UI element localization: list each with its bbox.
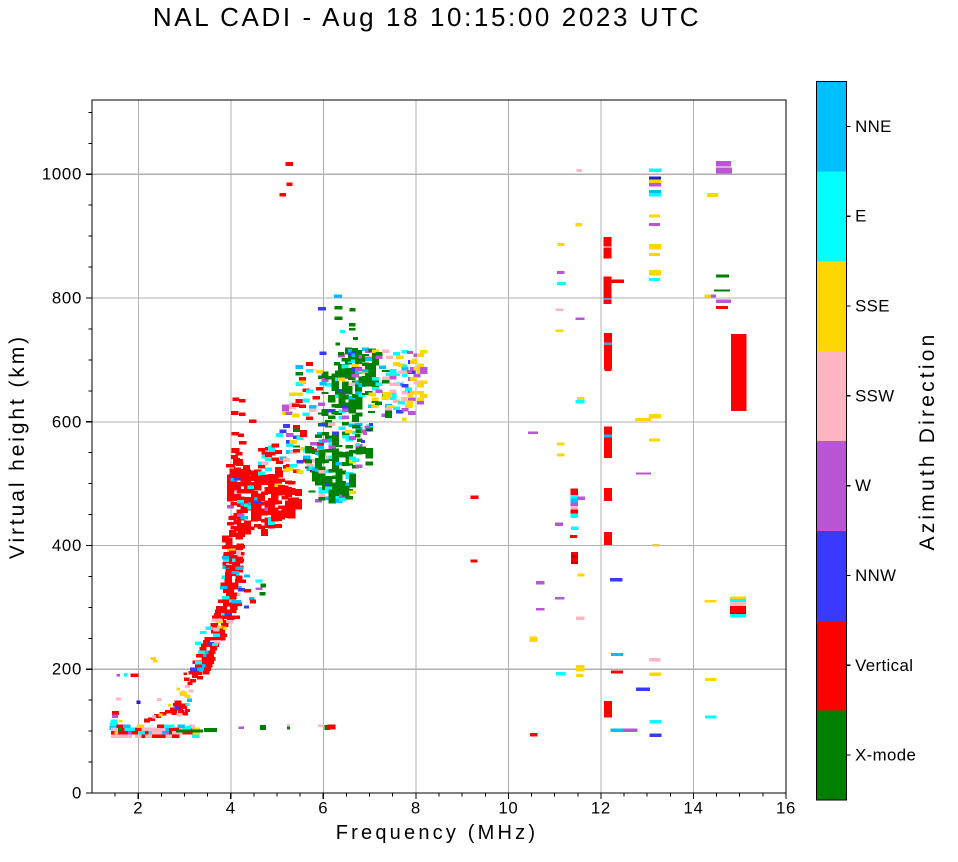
svg-text:1000: 1000 [42,165,82,184]
svg-text:8: 8 [411,799,421,818]
svg-text:14: 14 [683,799,703,818]
svg-text:4: 4 [226,799,236,818]
svg-text:200: 200 [52,660,82,679]
svg-text:6: 6 [318,799,328,818]
svg-text:Frequency (MHz): Frequency (MHz) [336,822,538,844]
svg-text:SSE: SSE [855,297,890,316]
svg-text:2: 2 [133,799,143,818]
svg-text:400: 400 [52,536,82,555]
svg-text:Azimuth Direction: Azimuth Direction [916,332,939,551]
svg-text:Vertical: Vertical [855,656,913,675]
svg-text:W: W [855,476,871,495]
svg-text:X-mode: X-mode [855,746,916,765]
svg-text:NNE: NNE [855,117,892,136]
svg-text:E: E [855,207,867,226]
svg-text:16: 16 [776,799,796,818]
svg-text:NNW: NNW [855,566,896,585]
svg-text:0: 0 [72,784,82,803]
svg-text:Virtual height (km): Virtual height (km) [6,334,29,559]
svg-text:SSW: SSW [855,386,894,405]
svg-text:800: 800 [52,289,82,308]
svg-text:10: 10 [498,799,518,818]
svg-text:12: 12 [591,799,611,818]
svg-text:600: 600 [52,412,82,431]
svg-text:NAL CADI - Aug 18 10:15:00 202: NAL CADI - Aug 18 10:15:00 2023 UTC [153,2,701,32]
